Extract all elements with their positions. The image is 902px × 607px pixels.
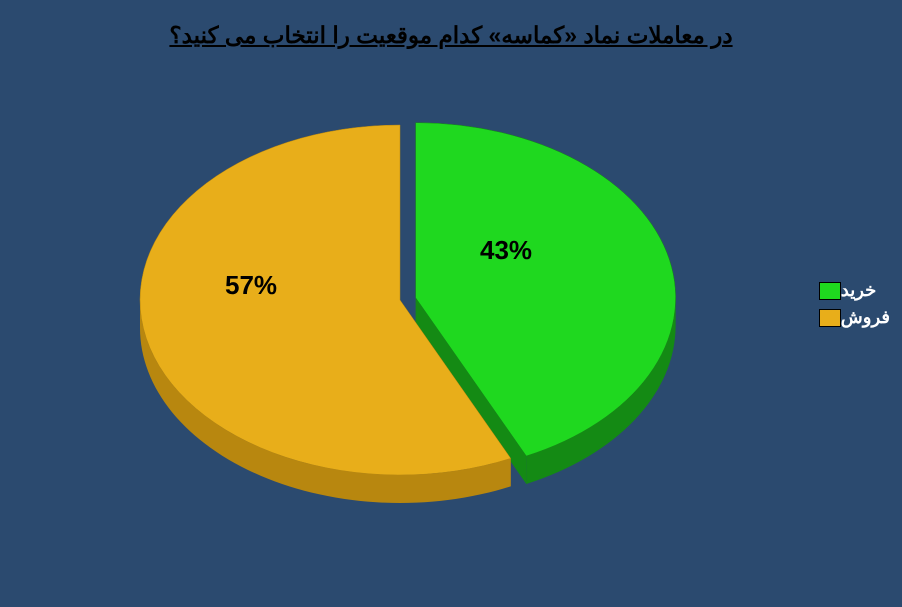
legend-item-buy: خرید [813, 280, 890, 301]
chart-title: در معاملات نماد «کماسه» کدام موقعیت را ا… [0, 22, 902, 49]
pie-chart [120, 110, 680, 570]
legend-swatch-sell [819, 309, 841, 327]
legend: خرید فروش [813, 280, 890, 334]
legend-label: خرید [841, 280, 877, 301]
legend-item-sell: فروش [813, 307, 890, 328]
slice-label-buy: 43% [480, 235, 532, 266]
legend-swatch-buy [819, 282, 841, 300]
slice-label-sell: 57% [225, 270, 277, 301]
legend-label: فروش [841, 307, 890, 328]
